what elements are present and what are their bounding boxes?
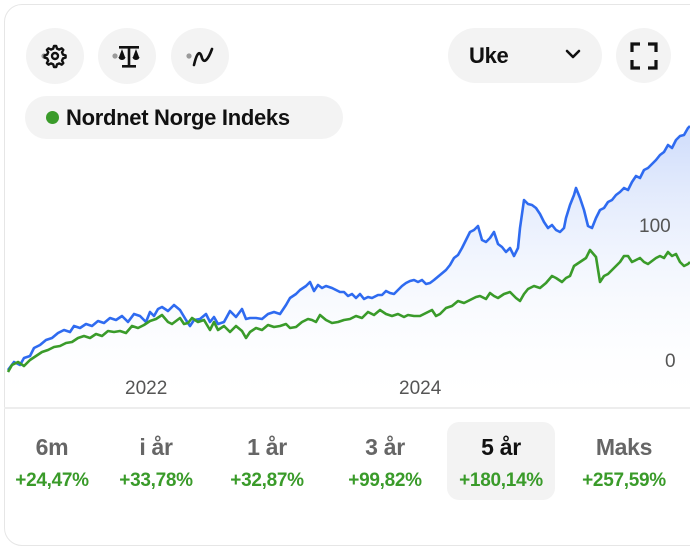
fund-area [8, 126, 690, 410]
period-select[interactable]: Uke [448, 28, 602, 83]
legend-item-nordnet-norge-indeks[interactable]: Nordnet Norge Indeks [25, 96, 343, 139]
range-return: +32,87% [230, 470, 304, 491]
x-tick-2022: 2022 [125, 378, 168, 399]
range-selector: 6m +24,47% i år +33,78% 1 år +32,87% 3 å… [0, 422, 690, 502]
range-ytd[interactable]: i år +33,78% [104, 422, 208, 500]
fullscreen-button[interactable] [616, 28, 671, 83]
chevron-down-icon [565, 49, 581, 59]
range-max[interactable]: Maks +257,59% [568, 422, 680, 500]
gear-icon [41, 44, 67, 69]
divider [4, 407, 690, 409]
curve-icon [186, 47, 214, 67]
fund-line [6, 125, 690, 371]
range-return: +180,14% [459, 470, 543, 491]
legend-dot-icon [46, 111, 59, 124]
price-chart[interactable] [0, 120, 690, 410]
range-label: 1 år [247, 434, 287, 460]
range-1y[interactable]: 1 år +32,87% [215, 422, 319, 500]
y-tick-0: 0 [665, 351, 676, 372]
legend-label: Nordnet Norge Indeks [66, 104, 290, 130]
range-5y[interactable]: 5 år +180,14% [447, 422, 555, 500]
indicator-button[interactable] [171, 28, 229, 84]
index-line [6, 248, 690, 373]
x-tick-2024: 2024 [399, 378, 442, 399]
range-return: +24,47% [15, 470, 89, 491]
range-return: +99,82% [348, 470, 422, 491]
fullscreen-icon [629, 41, 658, 70]
range-label: i år [139, 434, 173, 460]
range-3y[interactable]: 3 år +99,82% [332, 422, 438, 500]
range-6m[interactable]: 6m +24,47% [0, 422, 104, 500]
range-label: 3 år [365, 434, 405, 460]
compare-button[interactable] [98, 28, 156, 84]
y-tick-100: 100 [639, 216, 671, 237]
range-label: 6m [35, 434, 69, 460]
scale-icon [112, 46, 140, 68]
range-label: Maks [595, 434, 653, 460]
settings-button[interactable] [26, 28, 84, 84]
range-label: 5 år [481, 434, 521, 460]
range-return: +33,78% [119, 470, 193, 491]
range-return: +257,59% [582, 470, 666, 491]
period-select-value: Uke [469, 42, 509, 68]
